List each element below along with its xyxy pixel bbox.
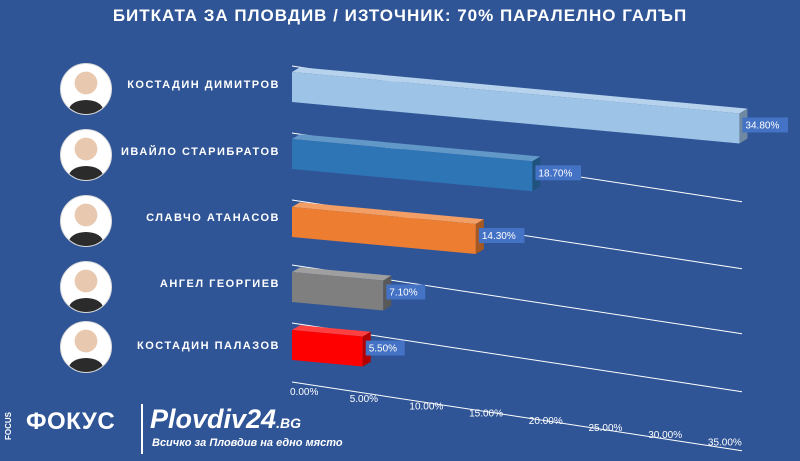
bars: 34.80% 18.70% 14.30% 7.10% 5.50% <box>292 67 789 367</box>
data-label-box <box>535 165 582 181</box>
x-tick-label: 25.00% <box>589 423 623 434</box>
chart-title: БИТКАТА ЗА ПЛОВДИВ / ИЗТОЧНИК: 70% ПАРАЛ… <box>112 6 688 25</box>
candidate-name-3: СЛАВЧО АТАНАСОВ <box>146 212 280 224</box>
bar-top <box>292 134 541 162</box>
data-label-box <box>478 228 525 244</box>
bar-top <box>292 202 484 225</box>
data-label: 5.50% <box>369 344 397 355</box>
focus-logo: ФОКУС <box>26 408 116 435</box>
avatar-candidate-2 <box>60 129 112 181</box>
x-tick-label: 35.00% <box>708 437 742 448</box>
x-tick-label: 15.00% <box>469 409 503 420</box>
bar-top <box>292 325 371 337</box>
bar-top <box>292 267 392 281</box>
data-label: 7.10% <box>389 287 417 298</box>
bar <box>292 139 533 192</box>
x-axis-ticks: 0.00% 5.00% 10.00% 15.00% 20.00% 25.00% 30.00%… <box>290 387 742 448</box>
bar <box>292 72 740 144</box>
data-label: 34.80% <box>745 120 779 131</box>
logo-divider <box>141 404 143 454</box>
avatar-candidate-5 <box>60 321 112 373</box>
candidate-name-2: ИВАЙЛО СТАРИБРАТОВ <box>121 146 280 158</box>
bar <box>292 207 476 255</box>
data-label: 14.30% <box>482 231 516 242</box>
candidate-name-4: АНГЕЛ ГЕОРГИЕВ <box>159 278 280 290</box>
x-tick-label: 30.00% <box>648 430 682 441</box>
x-tick-label: 20.00% <box>529 416 563 427</box>
data-label-box <box>386 284 426 300</box>
avatar-candidate-4 <box>60 261 112 313</box>
data-label-box <box>365 340 405 356</box>
site-suffix: .BG <box>276 415 301 431</box>
data-label-box <box>742 117 789 133</box>
candidate-name-1: КОСТАДИН ДИМИТРОВ <box>127 79 280 91</box>
bar <box>292 330 363 367</box>
plovdiv24-logo: Plovdiv24.BG <box>150 404 301 435</box>
data-label: 18.70% <box>538 168 572 179</box>
focus-small-logo: FOCUS <box>4 412 13 440</box>
candidate-name-5: КОСТАДИН ПАЛАЗОВ <box>137 340 280 352</box>
x-tick-label: 5.00% <box>350 394 378 405</box>
x-tick-label: 0.00% <box>290 387 318 398</box>
site-tagline: Всичко за Пловдив на едно място <box>152 437 343 449</box>
x-tick-label: 10.00% <box>409 401 443 412</box>
avatar-candidate-1 <box>60 63 112 115</box>
bar <box>292 272 384 311</box>
grid-line <box>291 381 743 452</box>
site-name: Plovdiv24 <box>150 404 277 434</box>
avatar-candidate-3 <box>60 195 112 247</box>
bar-top <box>292 67 748 114</box>
